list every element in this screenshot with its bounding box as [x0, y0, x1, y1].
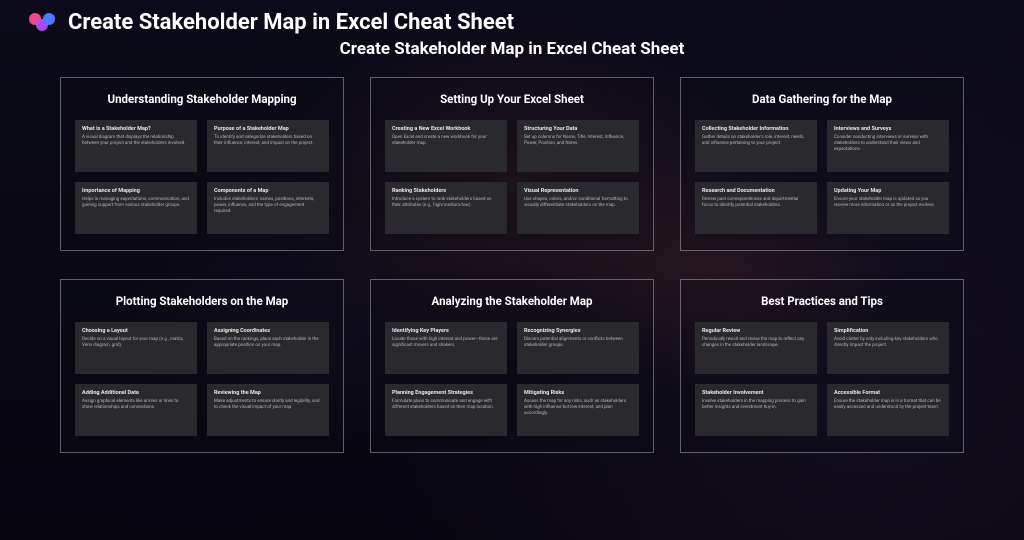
card-grid: Creating a New Excel Workbook Open Excel … [385, 120, 639, 234]
panel-title: Plotting Stakeholders on the Map [75, 294, 329, 308]
card-grid: Choosing a Layout Decide on a visual layo… [75, 322, 329, 436]
card: Mitigating Risks Assess the map for any r… [517, 384, 639, 436]
card-body: Assess the map for any risks, such as st… [524, 399, 632, 417]
card-title: Components of a Map [214, 188, 322, 195]
card-body: Open Excel and create a new workbook for… [392, 135, 500, 147]
card-body: Make adjustments to ensure clarity and l… [214, 399, 322, 411]
card: Recognizing Synergies Discern potential a… [517, 322, 639, 374]
card-body: Based on the rankings, place each stakeh… [214, 337, 322, 349]
card: Adding Additional Data Assign graphical e… [75, 384, 197, 436]
card-body: Involve stakeholders in the mapping proc… [702, 399, 810, 411]
card-title: Adding Additional Data [82, 390, 190, 397]
card-title: What is a Stakeholder Map? [82, 126, 190, 133]
card-grid: Identifying Key Players Locate those with… [385, 322, 639, 436]
card: Creating a New Excel Workbook Open Excel … [385, 120, 507, 172]
card-title: Simplification [834, 328, 942, 335]
card-title: Recognizing Synergies [524, 328, 632, 335]
panel-title: Understanding Stakeholder Mapping [75, 92, 329, 106]
panel: Best Practices and Tips Regular Review Per… [680, 279, 964, 453]
card-body: Gather details on stakeholder's role, in… [702, 135, 810, 147]
panel: Data Gathering for the Map Collecting Sta… [680, 77, 964, 251]
card-title: Assigning Coordinates [214, 328, 322, 335]
panel: Plotting Stakeholders on the Map Choosing… [60, 279, 344, 453]
card: Purpose of a Stakeholder Map To identify … [207, 120, 329, 172]
page-subtitle: Create Stakeholder Map in Excel Cheat Sh… [0, 39, 1024, 59]
card-title: Planning Engagement Strategies [392, 390, 500, 397]
card-title: Interviews and Surveys [834, 126, 942, 133]
panel-title: Setting Up Your Excel Sheet [385, 92, 639, 106]
card: Choosing a Layout Decide on a visual layo… [75, 322, 197, 374]
card: Components of a Map Includes stakeholders… [207, 182, 329, 234]
card-title: Accessible Format [834, 390, 942, 397]
card-title: Updating Your Map [834, 188, 942, 195]
card: Visual Representation Use shapes, colors,… [517, 182, 639, 234]
card-grid: What is a Stakeholder Map? A visual diagr… [75, 120, 329, 234]
card-title: Purpose of a Stakeholder Map [214, 126, 322, 133]
card-title: Stakeholder Involvement [702, 390, 810, 397]
card-body: Decide on a visual layout for your map (… [82, 337, 190, 349]
card-title: Ranking Stakeholders [392, 188, 500, 195]
card-body: Periodically revisit and revise the map … [702, 337, 810, 349]
card: Simplification Avoid clutter by only incl… [827, 322, 949, 374]
card-title: Reviewing the Map [214, 390, 322, 397]
card: Stakeholder Involvement Involve stakehold… [695, 384, 817, 436]
card-title: Collecting Stakeholder Information [702, 126, 810, 133]
card: Structuring Your Data Set up columns for … [517, 120, 639, 172]
card-title: Mitigating Risks [524, 390, 632, 397]
card-title: Visual Representation [524, 188, 632, 195]
panel-title: Data Gathering for the Map [695, 92, 949, 106]
card-body: Consider conducting interviews or survey… [834, 135, 942, 153]
card-title: Regular Review [702, 328, 810, 335]
card-title: Creating a New Excel Workbook [392, 126, 500, 133]
card-body: Ensure the stakeholder map is in a forma… [834, 399, 942, 411]
card: Collecting Stakeholder Information Gather… [695, 120, 817, 172]
card-title: Importance of Mapping [82, 188, 190, 195]
panel: Analyzing the Stakeholder Map Identifying… [370, 279, 654, 453]
header: Create Stakeholder Map in Excel Cheat Sh… [0, 0, 1024, 37]
card: Assigning Coordinates Based on the rankin… [207, 322, 329, 374]
card: Reviewing the Map Make adjustments to ens… [207, 384, 329, 436]
panel: Understanding Stakeholder Mapping What is… [60, 77, 344, 251]
panel: Setting Up Your Excel Sheet Creating a Ne… [370, 77, 654, 251]
card: Ranking Stakeholders Introduce a system t… [385, 182, 507, 234]
card: What is a Stakeholder Map? A visual diagr… [75, 120, 197, 172]
card-grid: Regular Review Periodically revisit and r… [695, 322, 949, 436]
card-title: Research and Documentation [702, 188, 810, 195]
card-grid: Collecting Stakeholder Information Gather… [695, 120, 949, 234]
card: Research and Documentation Review past co… [695, 182, 817, 234]
card: Accessible Format Ensure the stakeholder … [827, 384, 949, 436]
card: Regular Review Periodically revisit and r… [695, 322, 817, 374]
card: Interviews and Surveys Consider conductin… [827, 120, 949, 172]
card-body: To identify and categorize stakeholders … [214, 135, 322, 147]
card: Importance of Mapping Helps in managing e… [75, 182, 197, 234]
card-body: Introduce a system to rank stakeholders … [392, 197, 500, 209]
card-body: Discern potential alignments or conflict… [524, 337, 632, 349]
card-body: Assign graphical elements like arrows or… [82, 399, 190, 411]
card-body: Locate those with high interest and powe… [392, 337, 500, 349]
card-title: Identifying Key Players [392, 328, 500, 335]
card-title: Choosing a Layout [82, 328, 190, 335]
card-body: Review past correspondences and departme… [702, 197, 810, 209]
card-body: Set up columns for Name, Title, Interest… [524, 135, 632, 147]
page-title: Create Stakeholder Map in Excel Cheat Sh… [68, 10, 514, 35]
card-body: Includes stakeholders' names, positions,… [214, 197, 322, 215]
card-body: Formulate plans to communicate and engag… [392, 399, 500, 411]
card-title: Structuring Your Data [524, 126, 632, 133]
brand-logo-icon [28, 11, 56, 35]
panel-title: Analyzing the Stakeholder Map [385, 294, 639, 308]
card-body: Ensure your stakeholder map is updated a… [834, 197, 942, 209]
card: Identifying Key Players Locate those with… [385, 322, 507, 374]
panel-grid: Understanding Stakeholder Mapping What is… [0, 69, 1024, 473]
card-body: Use shapes, colors, and/or conditional f… [524, 197, 632, 209]
card-body: Helps in managing expectations, communic… [82, 197, 190, 209]
card-body: Avoid clutter by only including key stak… [834, 337, 942, 349]
card: Planning Engagement Strategies Formulate … [385, 384, 507, 436]
panel-title: Best Practices and Tips [695, 294, 949, 308]
card-body: A visual diagram that displays the relat… [82, 135, 190, 147]
card: Updating Your Map Ensure your stakeholder… [827, 182, 949, 234]
